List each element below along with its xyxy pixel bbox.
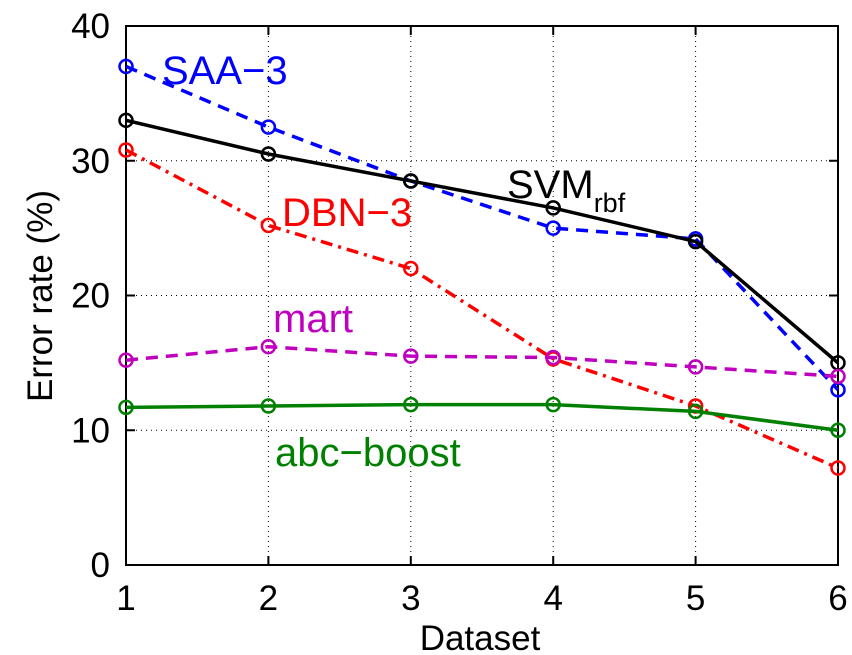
plot-frame xyxy=(125,25,839,566)
data-point xyxy=(403,396,419,413)
grid xyxy=(126,26,838,565)
series-line xyxy=(125,402,839,432)
series-mart xyxy=(118,338,846,385)
data-point xyxy=(830,460,846,476)
data-point xyxy=(260,398,277,414)
tick-labels: 1 2 3 4 5 6 0 10 20 30 40 xyxy=(71,7,848,618)
x-axis-title: Dataset xyxy=(420,619,541,655)
series-label: mart xyxy=(273,297,353,341)
data-point xyxy=(403,173,419,189)
data-point xyxy=(545,220,561,236)
data-point xyxy=(687,359,704,375)
data-point xyxy=(260,146,277,162)
data-point xyxy=(545,349,561,366)
x-tick-label: 5 xyxy=(686,579,705,618)
data-point xyxy=(118,112,134,129)
data-point xyxy=(260,338,277,355)
x-tick-label: 2 xyxy=(259,579,278,618)
data-point xyxy=(403,348,419,364)
data-point xyxy=(260,119,277,135)
x-tick-label: 6 xyxy=(828,579,847,618)
series-group xyxy=(118,58,846,476)
series-label: SVMrbf xyxy=(507,163,626,218)
data-point xyxy=(403,260,419,277)
data-point xyxy=(830,422,846,438)
series-line xyxy=(125,148,839,470)
x-tick-label: 1 xyxy=(116,579,135,618)
data-point xyxy=(118,352,134,368)
x-tick-label: 4 xyxy=(543,579,562,618)
data-point xyxy=(545,200,561,216)
data-point xyxy=(118,142,134,158)
series-labels: SAA−3 SVMrbf DBN−3 mart abc−boost xyxy=(162,49,626,475)
series-saa-3 xyxy=(118,58,846,398)
y-tick-label: 0 xyxy=(91,546,110,585)
series-label: DBN−3 xyxy=(282,191,412,235)
x-tick-label: 3 xyxy=(401,579,420,618)
y-tick-label: 10 xyxy=(71,411,110,450)
series-abc-boost xyxy=(118,396,846,438)
series-line xyxy=(125,64,840,392)
data-point xyxy=(545,396,561,413)
data-point xyxy=(687,233,704,250)
data-point xyxy=(830,368,846,385)
series-label: SAA−3 xyxy=(162,49,288,93)
series-line xyxy=(125,344,839,379)
data-point xyxy=(260,217,277,234)
series-svm xyxy=(118,112,846,371)
data-point xyxy=(687,403,704,420)
y-tick-label: 20 xyxy=(71,277,110,316)
data-point xyxy=(118,58,134,75)
y-axis-title: Error rate (%) xyxy=(21,190,60,402)
y-tick-label: 40 xyxy=(71,7,110,46)
y-tick-label: 30 xyxy=(71,142,110,181)
data-point xyxy=(118,399,134,416)
series-label: abc−boost xyxy=(275,431,461,475)
series-line xyxy=(125,118,840,365)
